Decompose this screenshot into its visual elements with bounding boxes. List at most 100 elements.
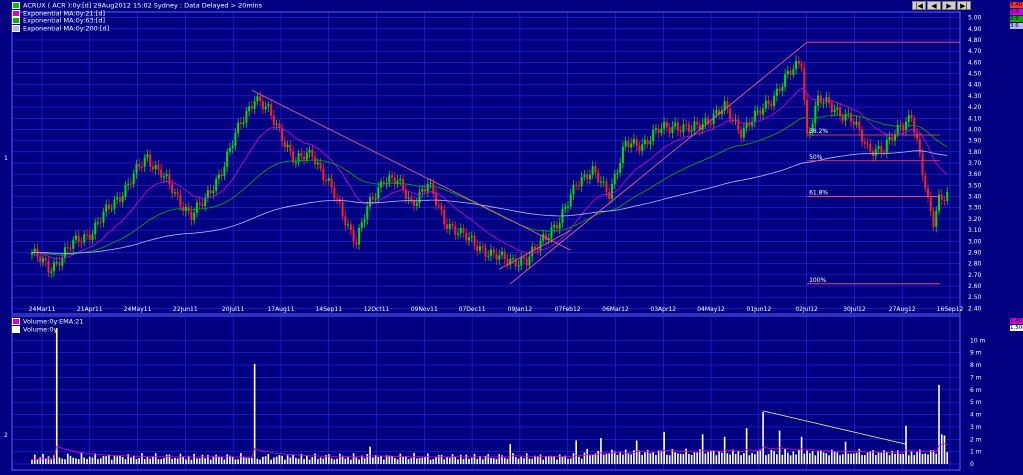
date-tick-label: 21Apr11 xyxy=(77,306,103,313)
checkbox-icon[interactable] xyxy=(12,9,20,17)
volume-bar xyxy=(476,458,479,464)
volume-bar xyxy=(479,456,481,464)
candle-body xyxy=(734,119,737,121)
checkbox-icon[interactable] xyxy=(12,325,20,333)
checkbox-icon[interactable] xyxy=(12,17,20,24)
volume-bar xyxy=(113,456,116,464)
candle-body xyxy=(462,228,465,233)
candle-body xyxy=(586,174,589,180)
candle-body xyxy=(237,122,240,133)
volume-bar xyxy=(429,459,432,464)
volume-bar xyxy=(149,458,151,464)
candle-body xyxy=(550,227,553,239)
volume-bar xyxy=(833,451,836,464)
volume-bar xyxy=(754,454,756,464)
candle-body xyxy=(223,166,226,177)
candle-body xyxy=(270,104,273,116)
volume-bar xyxy=(468,458,470,464)
volume-bar xyxy=(182,456,184,464)
candle-body xyxy=(116,197,119,200)
volume-bar xyxy=(490,457,492,464)
volume-bar xyxy=(558,454,561,464)
volume-bar xyxy=(47,456,50,464)
candle-body xyxy=(822,102,825,104)
candle-body xyxy=(610,184,613,199)
candle-body xyxy=(773,95,776,106)
volume-bar xyxy=(31,459,33,464)
volume-bar xyxy=(108,454,110,464)
candle-body xyxy=(99,222,102,224)
date-tick-label: 03Apr12 xyxy=(650,306,676,313)
volume-bar xyxy=(545,456,547,464)
volume-bar xyxy=(457,459,459,464)
volume-bar xyxy=(872,450,874,464)
price-tick-label: 3.30 xyxy=(968,205,982,212)
volume-bar xyxy=(193,453,195,464)
price-tick-label: 2.90 xyxy=(968,249,982,256)
candle-body xyxy=(520,257,523,266)
candle-body xyxy=(869,143,872,152)
volume-bar xyxy=(102,455,105,464)
volume-bar xyxy=(97,459,99,464)
candle-body xyxy=(374,198,377,200)
nav-prev-button[interactable]: ◀ xyxy=(927,1,941,10)
legend-item-volume-ema[interactable]: Volume:0y:EMA:21 xyxy=(12,318,84,326)
volume-bar xyxy=(402,456,404,464)
nav-first-button[interactable]: |◀ xyxy=(912,1,926,10)
legend-item-ema63[interactable]: Exponential MA:0y:63:[d] xyxy=(12,17,262,25)
candle-body xyxy=(413,200,416,206)
volume-bar xyxy=(350,459,352,464)
volume-bar xyxy=(391,456,393,464)
volume-bar xyxy=(86,458,88,464)
candle-body xyxy=(407,197,410,199)
candle-body xyxy=(630,143,633,148)
volume-bar xyxy=(333,459,336,464)
volume-bar xyxy=(215,454,217,464)
candle-body xyxy=(723,101,726,111)
candle-body xyxy=(66,247,69,249)
candle-body xyxy=(660,128,663,134)
price-tick-label: 2.50 xyxy=(968,294,982,301)
legend-label: Exponential MA:0y:63:[d] xyxy=(23,16,105,25)
candle-body xyxy=(539,240,542,251)
legend-item-price[interactable]: ACRUX ( ACR ):0y:[d] 29Aug2012 15:02 Syd… xyxy=(12,2,262,10)
legend-item-ema200[interactable]: Exponential MA:0y:200:[d] xyxy=(12,24,262,33)
volume-bar xyxy=(767,454,770,464)
nav-last-button[interactable]: ▶| xyxy=(957,1,971,10)
checkbox-icon[interactable] xyxy=(12,24,20,32)
candle-body xyxy=(319,162,322,169)
volume-bar xyxy=(820,450,822,464)
price-tick-label: 4.40 xyxy=(968,82,982,89)
price-tick-label: 4.50 xyxy=(968,71,982,78)
volume-bar xyxy=(440,454,443,464)
date-tick-label: 12Oct11 xyxy=(364,306,390,313)
volume-bar xyxy=(663,431,665,464)
candle-body xyxy=(591,166,594,176)
candle-body xyxy=(94,222,97,235)
candle-body xyxy=(811,123,814,132)
candle-body xyxy=(671,126,674,133)
candle-body xyxy=(907,115,910,122)
date-tick-label: 07Feb12 xyxy=(555,306,581,313)
candle-body xyxy=(891,136,894,141)
candle-body xyxy=(597,172,600,183)
candle-body xyxy=(308,149,311,153)
candle-body xyxy=(910,115,913,119)
candle-body xyxy=(176,192,179,195)
date-tick-label: 20Jul11 xyxy=(222,306,245,313)
checkbox-icon[interactable] xyxy=(12,318,20,325)
nav-next-button[interactable]: ▶ xyxy=(942,1,956,10)
candle-body xyxy=(465,232,468,241)
volume-bar xyxy=(600,438,602,464)
candle-body xyxy=(927,188,930,198)
volume-bar xyxy=(619,451,621,464)
candle-body xyxy=(468,237,471,241)
last-ema21-badge: 3.9 xyxy=(1010,9,1023,15)
legend-item-ema21[interactable]: Exponential MA:0y:21:[d] xyxy=(12,9,262,18)
legend-item-volume[interactable]: Volume:0y xyxy=(12,325,84,334)
volume-bar xyxy=(498,454,501,464)
legend-label: Exponential MA:0y:21:[d] xyxy=(23,9,105,17)
volume-bar xyxy=(550,455,553,464)
checkbox-icon[interactable] xyxy=(12,2,20,9)
trend-line xyxy=(251,89,571,251)
